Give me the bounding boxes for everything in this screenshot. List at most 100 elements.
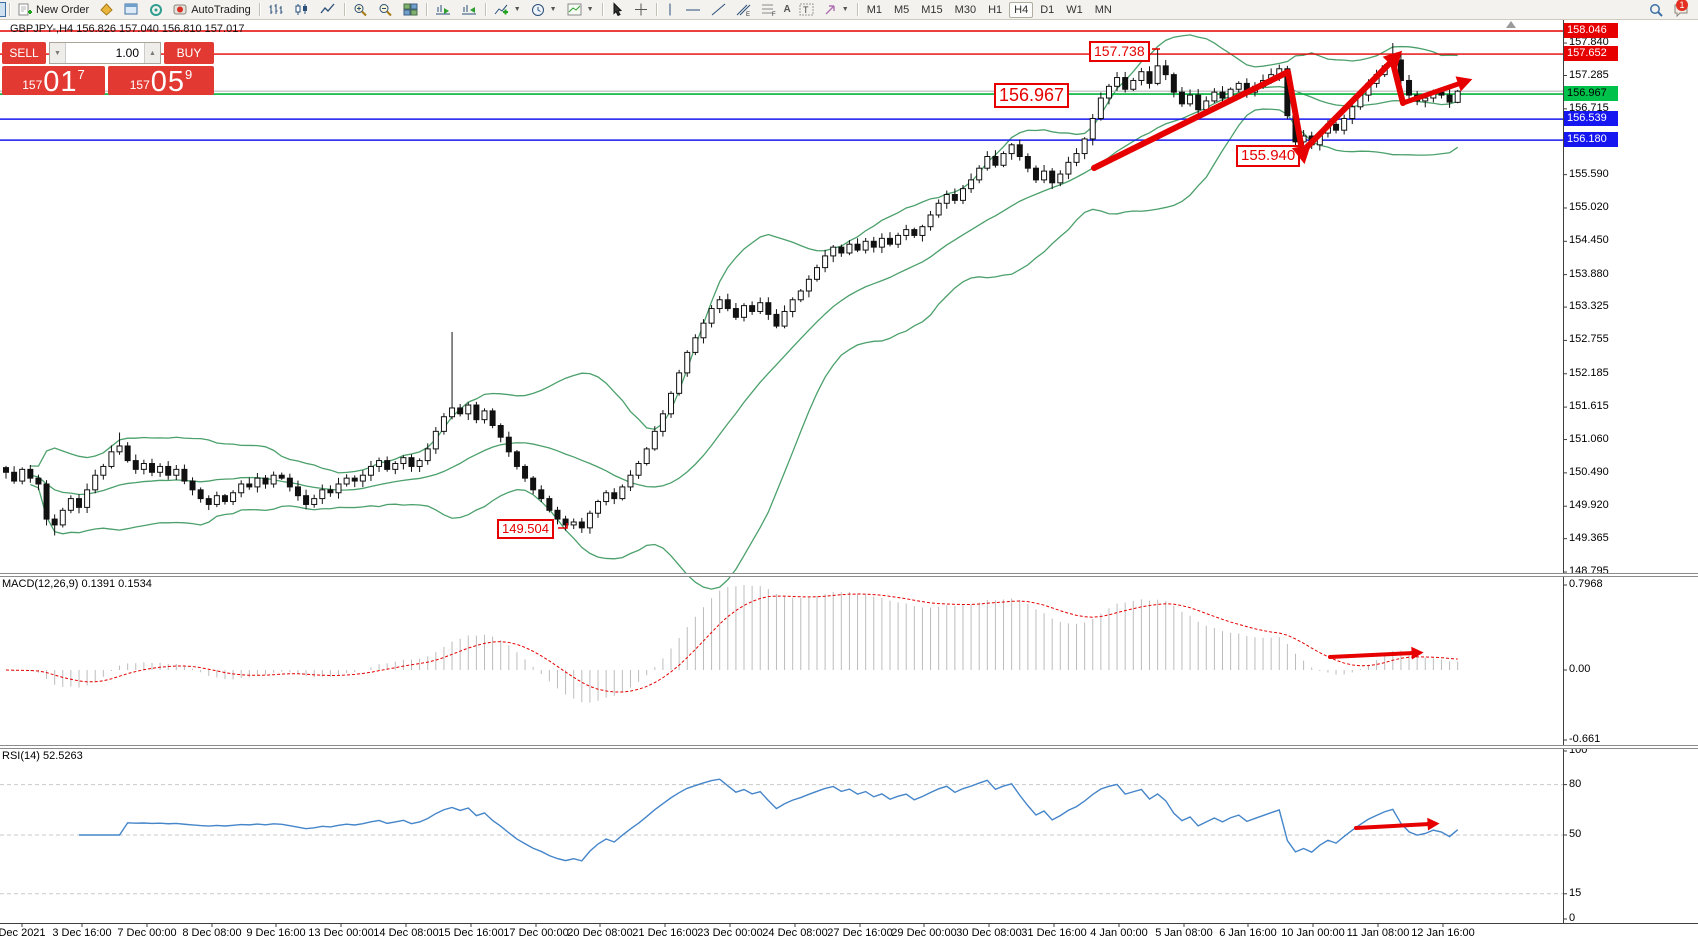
macd-scale-zero: 0.00 — [1569, 663, 1591, 675]
time-label: 31 Dec 16:00 — [1021, 927, 1087, 939]
price-tick-label: 153.880 — [1569, 267, 1609, 280]
buy-price-display[interactable]: 157 05 9 — [108, 66, 214, 97]
time-label: 8 Dec 08:00 — [182, 927, 242, 939]
price-tick-label: 151.615 — [1569, 400, 1609, 413]
panel-separator-rsi[interactable] — [0, 745, 1698, 749]
sell-button[interactable]: SELL — [2, 42, 46, 64]
candlestick-mode-icon[interactable] — [289, 1, 315, 18]
timeframe-button-w1[interactable]: W1 — [1066, 3, 1083, 16]
timeframe-button-d1[interactable]: D1 — [1040, 3, 1055, 16]
volume-stepper: ▼ 1.00 ▲ — [49, 42, 161, 64]
price-badge-blue: 156.539 — [1564, 111, 1618, 127]
chart-window-icon[interactable] — [124, 3, 139, 16]
time-label: 3 Dec 16:00 — [52, 927, 112, 939]
bar-chart-mode-icon[interactable] — [263, 1, 289, 18]
panel-separator-macd[interactable] — [0, 573, 1698, 577]
time-label: 14 Dec 08:00 — [373, 927, 439, 939]
price-callout[interactable]: 155.940 — [1236, 145, 1301, 167]
channel-tool-icon[interactable]: E — [731, 1, 756, 18]
styles-icon[interactable] — [99, 2, 114, 17]
toolbar-separator — [9, 3, 10, 16]
price-callout[interactable]: 156.967 — [994, 83, 1070, 108]
price-tick-label: 154.450 — [1569, 234, 1609, 247]
macd-indicator-label: MACD(12,26,9) 0.1391 0.1534 — [2, 578, 152, 590]
notifications-button[interactable]: 1 — [1673, 0, 1690, 17]
trend-arrows — [558, 48, 1473, 831]
buy-price-pip: 9 — [185, 67, 193, 82]
chevron-down-icon: ▼ — [549, 6, 557, 13]
price-axis-line — [1563, 19, 1564, 923]
arrows-tool-icon — [825, 5, 835, 15]
volume-decrease-button[interactable]: ▼ — [50, 43, 66, 63]
indicators-icon — [494, 4, 508, 15]
time-label: 9 Dec 16:00 — [246, 927, 306, 939]
buy-button[interactable]: BUY — [164, 42, 214, 64]
cursor-tool-icon[interactable] — [606, 1, 629, 18]
zoom-in-icon[interactable] — [348, 1, 373, 18]
time-label: 10 Jan 00:00 — [1281, 927, 1345, 939]
horizontal-line-tool-icon[interactable] — [680, 1, 706, 18]
price-tick-label: 152.755 — [1569, 333, 1609, 346]
volume-input[interactable]: 1.00 — [115, 46, 139, 60]
fibonacci-tool-icon[interactable]: F — [756, 1, 781, 18]
price-tick-label: 156.715 — [1569, 101, 1609, 114]
timeframe-toolbar: M1 M5 M15 M30 H1 H4 D1 W1 MN — [861, 1, 1118, 18]
template-icon — [567, 3, 582, 16]
price-callout[interactable]: 157.738 — [1089, 41, 1150, 62]
autotrading-label: AutoTrading — [191, 3, 251, 16]
zoom-out-icon[interactable] — [373, 1, 398, 18]
clipped-window-icon — [0, 2, 6, 17]
timeframe-button-m15[interactable]: M15 — [921, 3, 943, 16]
templates-button[interactable]: ▼ — [562, 1, 599, 18]
volume-increase-button[interactable]: ▲ — [144, 43, 160, 63]
arrows-tool-button[interactable]: ▼ — [819, 1, 854, 18]
trendline-tool-icon[interactable] — [706, 1, 731, 18]
timeframe-button-m1[interactable]: M1 — [866, 3, 882, 16]
price-tick-label: 151.060 — [1569, 432, 1609, 445]
auto-scroll-icon[interactable] — [430, 1, 456, 18]
price-callout[interactable]: 149.504 — [497, 519, 554, 539]
chart-shift-marker — [1506, 21, 1516, 28]
rsi-scale-label: 0 — [1569, 912, 1576, 924]
macd-signal-line — [5, 593, 1458, 693]
line-chart-mode-icon[interactable] — [315, 1, 341, 18]
clock-icon — [531, 3, 544, 16]
rsi-scale-label: 15 — [1569, 886, 1582, 899]
new-order-button[interactable]: New Order — [13, 1, 94, 18]
rsi-level-lines — [0, 784, 1563, 895]
timeframe-button-m5[interactable]: M5 — [893, 3, 910, 16]
timeframe-button-h1[interactable]: H1 — [988, 3, 1003, 16]
indicators-button[interactable]: ▼ — [489, 1, 526, 18]
broadcast-icon[interactable] — [149, 3, 163, 17]
chevron-down-icon: ▼ — [513, 6, 521, 13]
vertical-line-tool-icon[interactable] — [660, 1, 680, 18]
timeframe-button-h4[interactable]: H4 — [1009, 1, 1034, 18]
search-icon[interactable] — [1649, 3, 1663, 17]
text-label-tool-icon[interactable]: T — [794, 1, 819, 18]
time-label: 29 Dec 00:00 — [891, 927, 957, 939]
time-label: 23 Dec 00:00 — [697, 927, 763, 939]
time-label: 13 Dec 00:00 — [308, 927, 374, 939]
time-label: 5 Jan 08:00 — [1155, 927, 1213, 939]
tile-windows-icon[interactable] — [398, 1, 423, 18]
time-label: 27 Dec 16:00 — [827, 927, 893, 939]
periods-button[interactable]: ▼ — [526, 1, 562, 18]
timeframe-button-mn[interactable]: MN — [1094, 3, 1112, 16]
sell-price-pip: 7 — [77, 67, 85, 82]
time-label: 11 Jan 08:00 — [1346, 927, 1410, 939]
autotrading-button[interactable]: AutoTrading — [168, 1, 256, 18]
text-tool-icon[interactable]: A — [783, 4, 791, 15]
time-axis-line — [0, 923, 1698, 924]
chart-shift-icon[interactable] — [456, 1, 482, 18]
timeframe-button-m30[interactable]: M30 — [954, 3, 977, 16]
bollinger-bands — [30, 34, 1459, 590]
sell-price-display[interactable]: 157 01 7 — [2, 66, 105, 97]
axis-ticks — [21, 30, 1567, 927]
price-tick-label: 155.020 — [1569, 200, 1609, 213]
time-label: 20 Dec 08:00 — [567, 927, 633, 939]
price-tick-label: 149.365 — [1569, 531, 1609, 544]
crosshair-tool-icon[interactable] — [629, 1, 653, 18]
toolbar-separator — [484, 3, 486, 16]
rsi-scale-label: 80 — [1569, 777, 1582, 790]
